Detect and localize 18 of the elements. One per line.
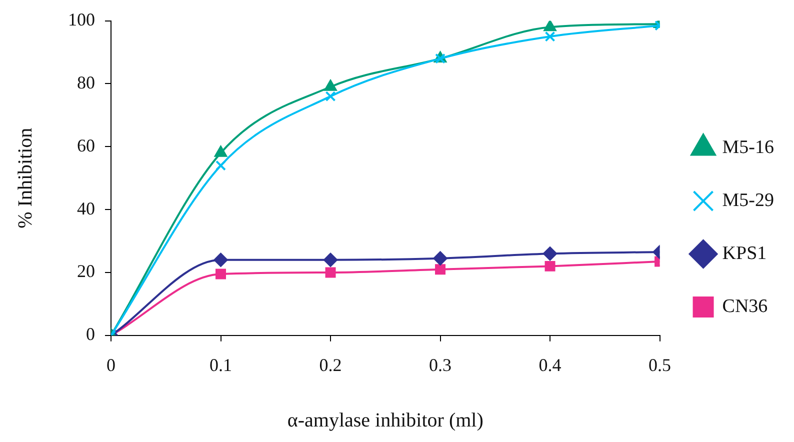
x-tick-label: 0.1 xyxy=(210,354,232,375)
legend-label: M5-29 xyxy=(722,190,774,211)
y-axis-title: % Inhibition xyxy=(14,128,36,228)
legend-label: M5-16 xyxy=(722,136,774,158)
x-tick-label: 0 xyxy=(106,354,116,375)
legend-label: KPS1 xyxy=(722,242,767,264)
y-tick-label: 80 xyxy=(77,72,95,92)
x-axis-title: α-amylase inhibitor (ml) xyxy=(287,409,484,432)
y-tick-label: 60 xyxy=(77,135,95,156)
y-tick-label: 20 xyxy=(77,261,95,282)
x-tick-label: 0.5 xyxy=(648,354,672,375)
y-tick-label: 0 xyxy=(86,324,95,344)
x-tick-label: 0.4 xyxy=(538,354,562,375)
legend-label: CN36 xyxy=(722,296,768,317)
y-tick-label: 40 xyxy=(77,198,95,218)
x-tick-label: 0.3 xyxy=(429,354,452,375)
x-tick-label: 0.2 xyxy=(319,354,342,375)
y-tick-label: 100 xyxy=(68,10,95,30)
